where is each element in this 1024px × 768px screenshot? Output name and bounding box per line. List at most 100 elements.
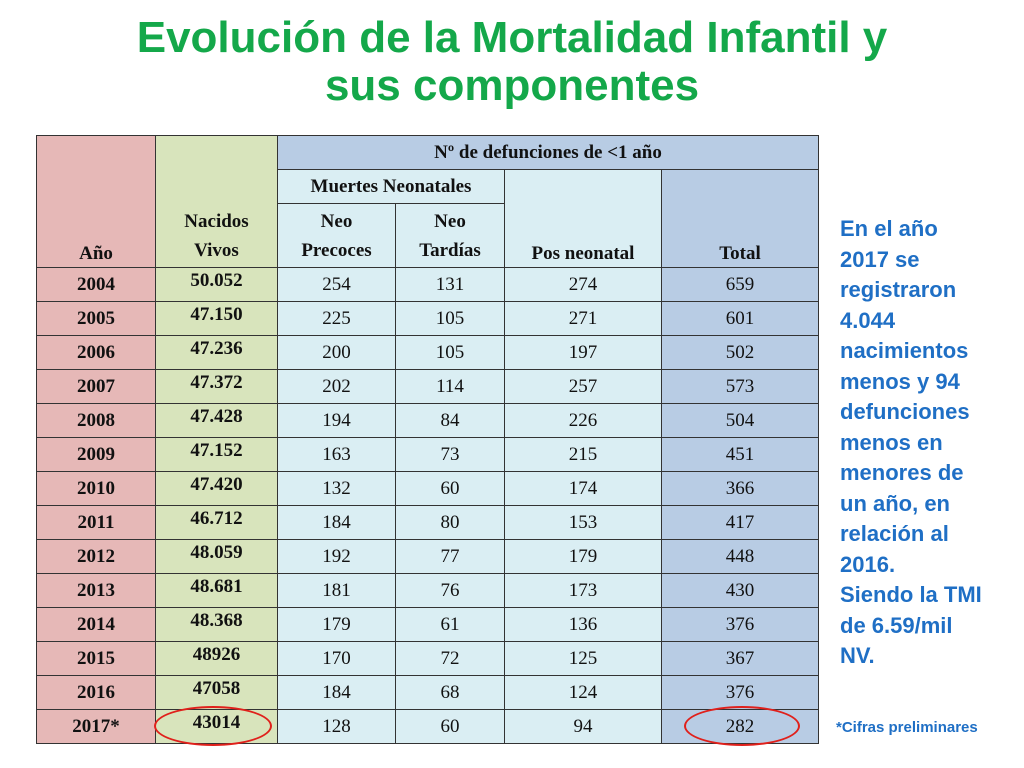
cell-nacidos: 48.059 bbox=[155, 539, 278, 574]
header-muertes-neonatales: Muertes Neonatales bbox=[277, 169, 505, 204]
cell-total: 376 bbox=[661, 607, 819, 642]
cell-total: 366 bbox=[661, 471, 819, 506]
cell-tardias: 73 bbox=[395, 437, 505, 472]
side-note-line: menos y 94 bbox=[840, 368, 960, 394]
cell-precoces: 192 bbox=[277, 539, 396, 574]
cell-total: 417 bbox=[661, 505, 819, 540]
header-nacidos-line-1: Nacidos bbox=[184, 211, 249, 232]
table-row: 2014 48.368 179 61 136 376 bbox=[36, 607, 819, 642]
cell-posneonatal: 257 bbox=[504, 369, 662, 404]
header-total: Total bbox=[661, 169, 819, 268]
header-anio: Año bbox=[36, 135, 156, 268]
cell-nacidos: 47.372 bbox=[155, 369, 278, 404]
side-note-line: de 6.59/mil bbox=[840, 612, 953, 638]
side-note-line: Siendo la TMI bbox=[840, 582, 982, 607]
cell-anio: 2007 bbox=[36, 369, 156, 404]
mortality-table-body: Año Nacidos Vivos Nº de defunciones de <… bbox=[36, 135, 819, 744]
cell-anio: 2005 bbox=[36, 301, 156, 336]
cell-nacidos: 47.152 bbox=[155, 437, 278, 472]
cell-precoces: 179 bbox=[277, 607, 396, 642]
cell-posneonatal: 125 bbox=[504, 641, 662, 676]
header-posneonatal-label: Pos neonatal bbox=[531, 243, 635, 264]
cell-total: 430 bbox=[661, 573, 819, 608]
table-row: 2015 48926 170 72 125 367 bbox=[36, 641, 819, 676]
cell-tardias: 76 bbox=[395, 573, 505, 608]
cell-posneonatal: 215 bbox=[504, 437, 662, 472]
cell-anio: 2012 bbox=[36, 539, 156, 574]
cell-total: 659 bbox=[661, 267, 819, 302]
side-note-line: menos en bbox=[840, 429, 943, 455]
header-nacidos-line-2: Vivos bbox=[194, 240, 239, 261]
side-note-line: En el año bbox=[840, 216, 938, 241]
header-precoces-line-1: Neo bbox=[320, 210, 353, 232]
table-row: 2011 46.712 184 80 153 417 bbox=[36, 505, 819, 540]
side-note-line: NV. bbox=[840, 643, 875, 668]
cell-tardias: 114 bbox=[395, 369, 505, 404]
cell-nacidos: 47.150 bbox=[155, 301, 278, 336]
highlight-ring-total-2017 bbox=[684, 706, 800, 746]
header-nacidos-vivos: Nacidos Vivos bbox=[155, 135, 278, 268]
header-pos-neonatal: Pos neonatal bbox=[504, 169, 662, 268]
cell-posneonatal: 271 bbox=[504, 301, 662, 336]
cell-anio: 2008 bbox=[36, 403, 156, 438]
cell-anio: 2014 bbox=[36, 607, 156, 642]
cell-posneonatal: 124 bbox=[504, 675, 662, 710]
header-anio-label: Año bbox=[79, 243, 113, 264]
cell-precoces: 170 bbox=[277, 641, 396, 676]
side-note-line: defunciones bbox=[840, 399, 970, 424]
header-precoces-line-2: Precoces bbox=[301, 239, 372, 261]
cell-tardias: 60 bbox=[395, 709, 505, 744]
cell-total: 376 bbox=[661, 675, 819, 710]
highlight-ring-nacidos-2017 bbox=[154, 706, 272, 746]
cell-anio: 2011 bbox=[36, 505, 156, 540]
side-note-line: 2017 se bbox=[840, 246, 920, 272]
cell-nacidos: 48.681 bbox=[155, 573, 278, 608]
cell-total: 448 bbox=[661, 539, 819, 574]
cell-anio: 2015 bbox=[36, 641, 156, 676]
cell-anio: 2016 bbox=[36, 675, 156, 710]
cell-posneonatal: 197 bbox=[504, 335, 662, 370]
side-note-line: relación al bbox=[840, 521, 949, 546]
cell-precoces: 184 bbox=[277, 505, 396, 540]
cell-tardias: 60 bbox=[395, 471, 505, 506]
table-row: 2009 47.152 163 73 215 451 bbox=[36, 437, 819, 472]
cell-tardias: 84 bbox=[395, 403, 505, 438]
cell-nacidos: 47.236 bbox=[155, 335, 278, 370]
cell-total: 504 bbox=[661, 403, 819, 438]
cell-posneonatal: 136 bbox=[504, 607, 662, 642]
cell-posneonatal: 274 bbox=[504, 267, 662, 302]
side-note-line: nacimientos bbox=[840, 338, 969, 363]
cell-total: 367 bbox=[661, 641, 819, 676]
cell-tardias: 68 bbox=[395, 675, 505, 710]
side-note: En el año 2017 se registraron 4.044 nacimien… bbox=[840, 214, 1016, 672]
cell-anio: 2004 bbox=[36, 267, 156, 302]
cell-nacidos: 47058 bbox=[155, 675, 278, 710]
cell-precoces: 181 bbox=[277, 573, 396, 608]
cell-posneonatal: 153 bbox=[504, 505, 662, 540]
header-neo-precoces: Neo Precoces bbox=[277, 203, 396, 268]
cell-posneonatal: 174 bbox=[504, 471, 662, 506]
footnote: *Cifras preliminares bbox=[836, 719, 978, 736]
header-neo-tardias: Neo Tardías bbox=[395, 203, 505, 268]
cell-total: 601 bbox=[661, 301, 819, 336]
table-row: 2016 47058 184 68 124 376 bbox=[36, 675, 819, 710]
cell-anio: 2013 bbox=[36, 573, 156, 608]
cell-tardias: 131 bbox=[395, 267, 505, 302]
cell-tardias: 80 bbox=[395, 505, 505, 540]
side-note-line: menores de bbox=[840, 460, 964, 485]
cell-precoces: 163 bbox=[277, 437, 396, 472]
cell-precoces: 128 bbox=[277, 709, 396, 744]
table-row: 2007 47.372 202 114 257 573 bbox=[36, 369, 819, 404]
cell-tardias: 72 bbox=[395, 641, 505, 676]
cell-anio: 2017* bbox=[36, 709, 156, 744]
cell-posneonatal: 94 bbox=[504, 709, 662, 744]
header-tardias-line-2: Tardías bbox=[419, 239, 481, 261]
cell-anio: 2009 bbox=[36, 437, 156, 472]
header-tardias-line-1: Neo bbox=[434, 210, 466, 232]
table-row: 2006 47.236 200 105 197 502 bbox=[36, 335, 819, 370]
table-row: 2008 47.428 194 84 226 504 bbox=[36, 403, 819, 438]
cell-total: 451 bbox=[661, 437, 819, 472]
cell-total: 573 bbox=[661, 369, 819, 404]
page-title-line-1: Evolución de la Mortalidad Infantil y bbox=[136, 13, 888, 62]
cell-precoces: 194 bbox=[277, 403, 396, 438]
